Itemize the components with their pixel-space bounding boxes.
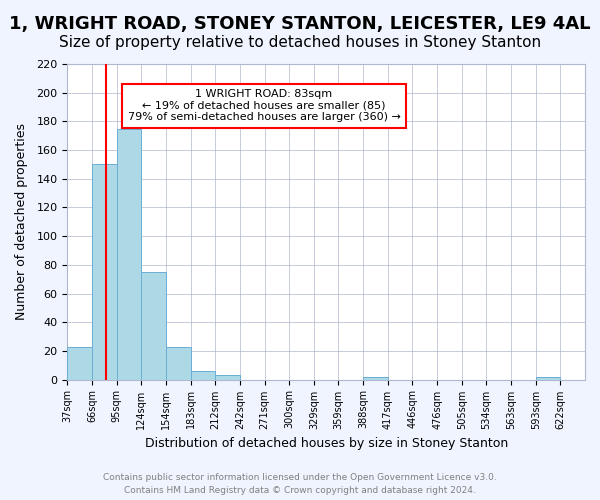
Bar	[92, 164, 116, 380]
Bar	[116, 128, 141, 380]
Text: Size of property relative to detached houses in Stoney Stanton: Size of property relative to detached ho…	[59, 35, 541, 50]
Text: 1, WRIGHT ROAD, STONEY STANTON, LEICESTER, LE9 4AL: 1, WRIGHT ROAD, STONEY STANTON, LEICESTE…	[9, 15, 591, 33]
Bar	[141, 272, 166, 380]
Text: 1 WRIGHT ROAD: 83sqm
← 19% of detached houses are smaller (85)
79% of semi-detac: 1 WRIGHT ROAD: 83sqm ← 19% of detached h…	[128, 89, 400, 122]
Bar	[363, 376, 388, 380]
Bar	[215, 376, 240, 380]
Bar	[166, 346, 191, 380]
Text: Contains HM Land Registry data © Crown copyright and database right 2024.: Contains HM Land Registry data © Crown c…	[124, 486, 476, 495]
Bar	[191, 371, 215, 380]
X-axis label: Distribution of detached houses by size in Stoney Stanton: Distribution of detached houses by size …	[145, 437, 508, 450]
Text: Contains public sector information licensed under the Open Government Licence v3: Contains public sector information licen…	[103, 474, 497, 482]
Bar	[67, 346, 92, 380]
Y-axis label: Number of detached properties: Number of detached properties	[15, 124, 28, 320]
Bar	[536, 376, 560, 380]
